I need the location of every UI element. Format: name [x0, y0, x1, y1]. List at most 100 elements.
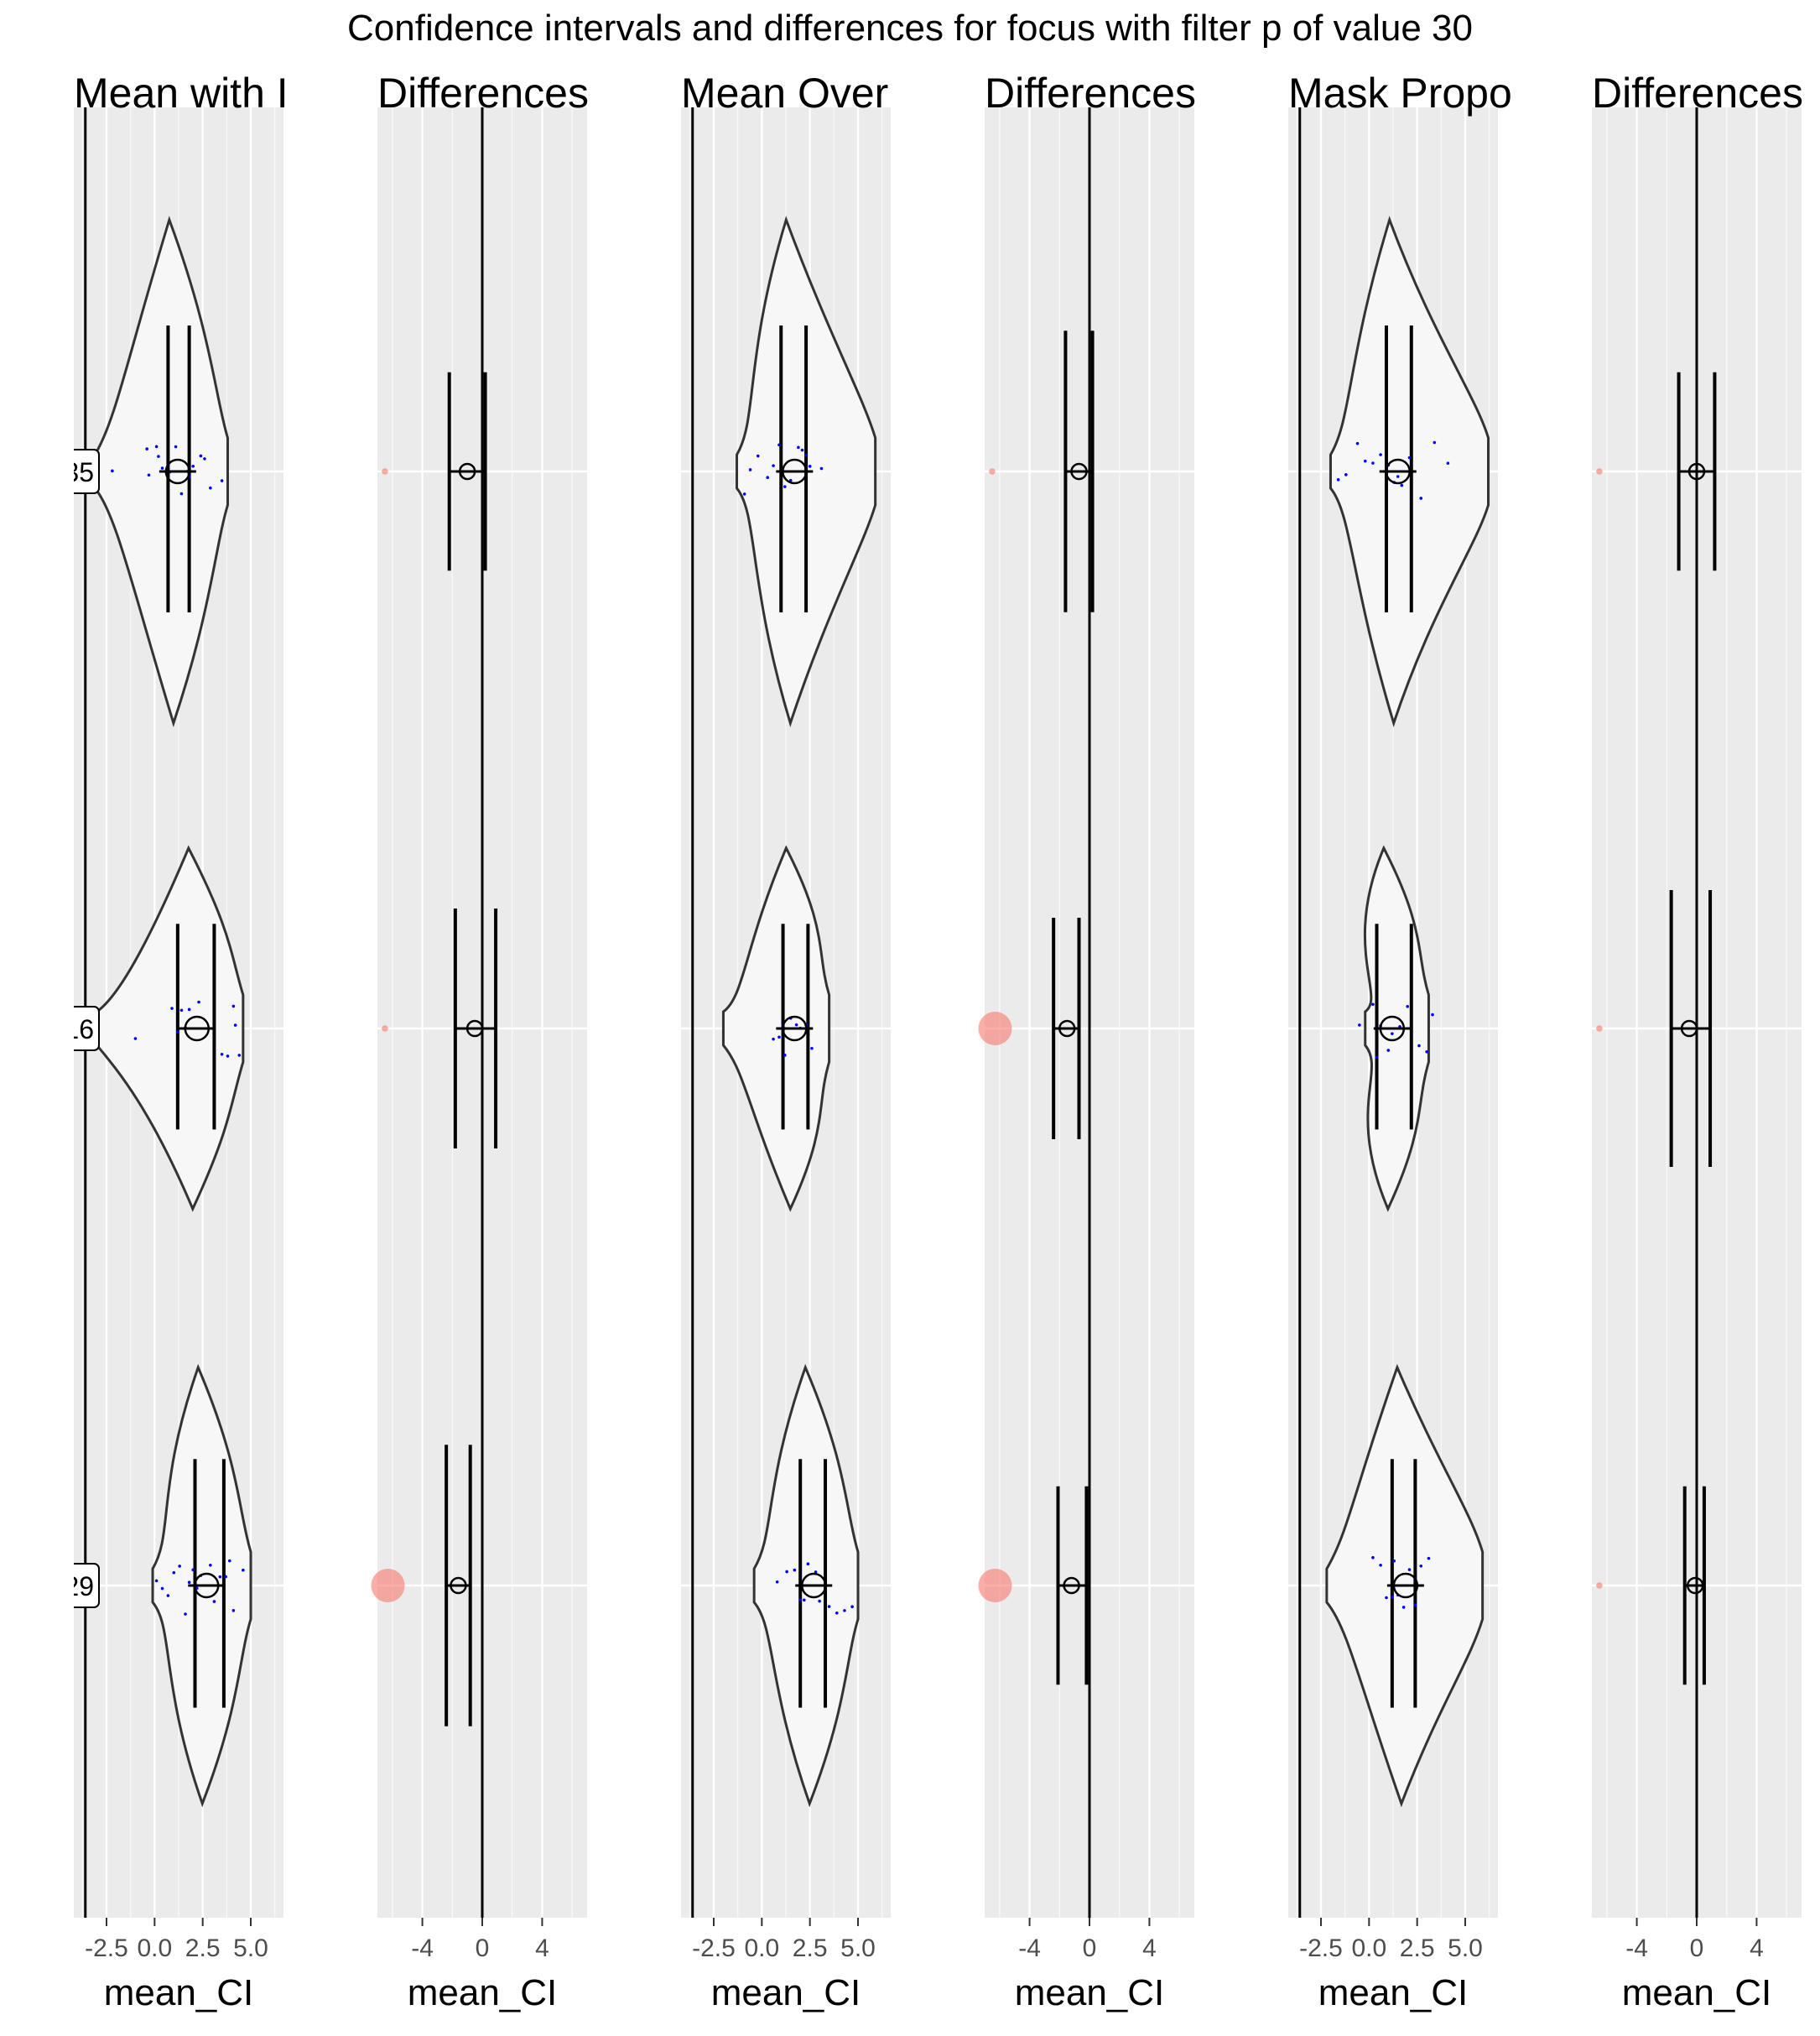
data-point — [835, 1611, 839, 1615]
label-mask — [0, 1003, 74, 1054]
data-point — [184, 1612, 187, 1616]
row-label-box: 16 — [0, 1003, 100, 1054]
data-point — [806, 1562, 810, 1566]
data-point — [233, 1023, 237, 1027]
data-point — [231, 1609, 236, 1612]
row-0 — [1596, 372, 1717, 571]
x-tick-label: -4 — [1018, 1934, 1041, 1962]
mean-marker — [450, 1576, 467, 1595]
data-point — [1400, 483, 1404, 487]
panel-title: Differences — [1592, 70, 1803, 117]
panel-title: Differences — [985, 70, 1196, 117]
data-point — [191, 1568, 195, 1572]
data-point — [133, 1037, 138, 1040]
x-tick-label: 0 — [476, 1934, 490, 1962]
violin-shape — [96, 845, 245, 1212]
row-1 — [1358, 845, 1434, 1212]
mean-marker — [184, 1015, 211, 1042]
label-mask — [0, 446, 74, 497]
mean-marker — [194, 1572, 220, 1599]
data-point — [818, 1599, 821, 1603]
data-point — [1371, 1555, 1375, 1560]
data-point — [227, 1559, 231, 1563]
data-point — [154, 1579, 159, 1583]
data-point — [1386, 1049, 1391, 1052]
data-point — [199, 454, 203, 458]
x-tick-label: 2.5 — [793, 1934, 828, 1962]
data-point — [843, 1609, 846, 1612]
x-tick-label: -4 — [411, 1934, 434, 1962]
figure-title: Confidence intervals and differences for… — [347, 8, 1473, 49]
mean-marker — [465, 1019, 484, 1038]
data-point — [226, 1054, 230, 1058]
panel-title: Mean with I — [74, 70, 289, 117]
data-point — [1419, 497, 1423, 500]
data-point — [187, 1008, 191, 1012]
data-point — [178, 1565, 181, 1568]
data-point — [800, 448, 804, 452]
data-point — [1425, 1049, 1428, 1054]
row-1 — [1596, 890, 1713, 1167]
data-point — [1355, 441, 1360, 445]
data-point — [154, 445, 159, 449]
x-tick-label: 4 — [535, 1934, 549, 1962]
x-tick-label: 4 — [1142, 1934, 1157, 1962]
data-point — [777, 1035, 781, 1039]
data-point — [1407, 456, 1412, 460]
data-point — [147, 473, 151, 477]
x-tick-label: 2.5 — [185, 1934, 221, 1962]
mean-marker — [1680, 1019, 1698, 1038]
row-2 — [978, 1486, 1089, 1685]
data-point — [1401, 1606, 1406, 1609]
significance-marker — [382, 1025, 388, 1032]
mean-marker — [1379, 1015, 1406, 1042]
data-point — [785, 1570, 788, 1574]
x-tick-label: 0.0 — [1351, 1934, 1386, 1962]
data-point — [850, 1605, 854, 1609]
data-point — [218, 1575, 222, 1579]
panel-title: Differences — [377, 70, 589, 117]
data-point — [1419, 1565, 1423, 1568]
panel-5: -4 0 4 mean_CI Differences — [1592, 70, 1803, 2013]
panel-0: 35 16 29 -2.5 0.0 2.5 5.0 mean_CI Mean with I — [0, 70, 289, 2013]
data-point — [1417, 1044, 1421, 1048]
data-point — [804, 453, 808, 457]
data-point — [1391, 1032, 1394, 1035]
mean-marker — [1058, 1019, 1076, 1038]
mean-marker — [1392, 1572, 1419, 1599]
data-point — [1371, 1002, 1375, 1007]
mean-marker — [1687, 462, 1706, 481]
panel-2: -2.5 0.0 2.5 5.0 mean_CI Mean Over — [681, 70, 891, 2013]
data-point — [224, 1575, 227, 1579]
panel-1: -4 0 4 mean_CI Differences — [371, 70, 589, 2013]
row-1 — [382, 909, 498, 1148]
data-point — [237, 1054, 242, 1057]
row-label-box: 35 — [0, 446, 100, 497]
significance-marker — [1596, 468, 1603, 475]
x-tick-label: 0 — [1690, 1934, 1704, 1962]
data-point — [798, 1598, 803, 1601]
data-point — [160, 466, 164, 470]
data-point — [772, 464, 775, 467]
significance-marker — [978, 1569, 1012, 1602]
data-point — [220, 479, 224, 482]
mean-marker — [164, 458, 191, 485]
mean-marker — [1686, 1576, 1704, 1595]
x-tick-label: 5.0 — [840, 1934, 876, 1962]
row-1 — [978, 918, 1081, 1139]
data-point — [157, 455, 160, 458]
mean-marker — [1070, 462, 1088, 481]
x-tick-label: 0.0 — [744, 1934, 779, 1962]
panel-4: -2.5 0.0 2.5 5.0 mean_CI Mask Propo — [1288, 70, 1512, 2013]
data-point — [1385, 1596, 1388, 1600]
row-2 — [1596, 1486, 1706, 1685]
data-point — [209, 1563, 212, 1567]
data-point — [793, 1568, 797, 1572]
x-tick-label: 4 — [1750, 1934, 1764, 1962]
x-axis-label: mean_CI — [711, 1972, 861, 2013]
data-point — [203, 457, 206, 461]
significance-marker — [382, 468, 388, 475]
data-point — [748, 468, 752, 471]
data-point — [1396, 475, 1400, 478]
